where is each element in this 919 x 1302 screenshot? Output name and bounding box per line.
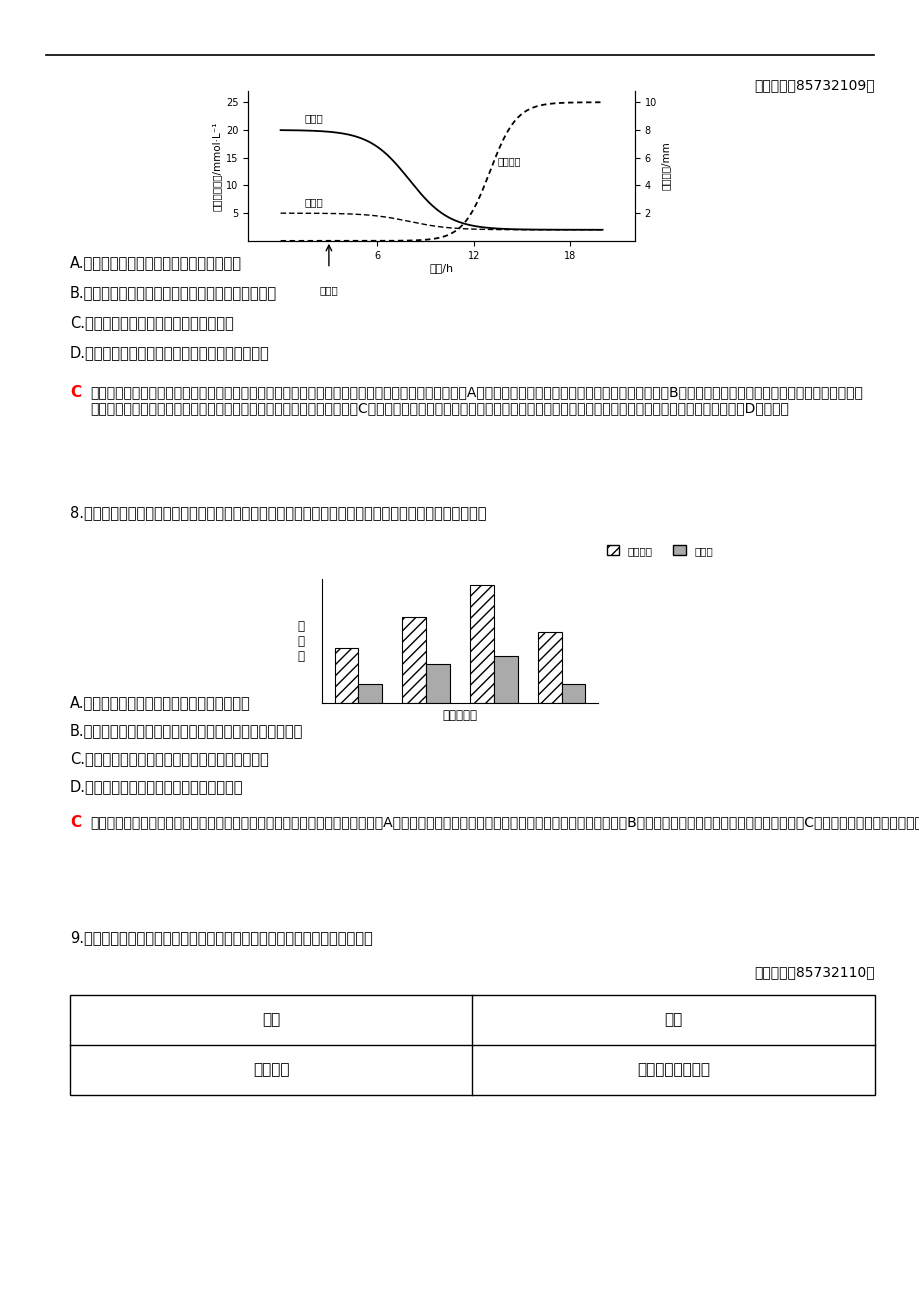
Text: C.　生长素和乙烯对叶片脸落的作用是相互拮抗的: C. 生长素和乙烯对叶片脸落的作用是相互拮抗的 bbox=[70, 751, 268, 766]
Y-axis label: 假芽长度/mm: 假芽长度/mm bbox=[660, 142, 670, 190]
Text: 【导学号：85732110】: 【导学号：85732110】 bbox=[754, 965, 874, 979]
Text: C.　图示过程能体现生长素作用的两重性: C. 图示过程能体现生长素作用的两重性 bbox=[70, 315, 233, 329]
Bar bbox=[470, 586, 494, 703]
Text: 完整植株: 完整植株 bbox=[253, 1062, 289, 1078]
Text: B.　两种激素在高浓度时对假芽的萩动均起促进作用: B. 两种激素在高浓度时对假芽的萩动均起促进作用 bbox=[70, 285, 277, 299]
Text: 结果: 结果 bbox=[664, 1013, 682, 1027]
Text: 假芽萩动: 假芽萩动 bbox=[497, 156, 521, 167]
Bar bbox=[538, 633, 562, 703]
Bar bbox=[357, 685, 381, 703]
Text: 【去掉棉花植株顶芽后，其假芽部位生长素浓度应降低，所以激素甲为生长素，激素乙为细胞分裂素，A错误；生长素在高浓度时对假芽的萩动起抑制作用，B错误；由于則芽生长素: 【去掉棉花植株顶芽后，其假芽部位生长素浓度应降低，所以激素甲为生长素，激素乙为细… bbox=[90, 385, 862, 415]
Text: 处理: 处理 bbox=[262, 1013, 280, 1027]
Bar bbox=[70, 995, 874, 1095]
Text: A.　该实验的自变量是不同浓度的生长素溶液: A. 该实验的自变量是不同浓度的生长素溶液 bbox=[70, 695, 251, 710]
Text: D.　图示过程说明生长素对假芽的萩动起抑制作用: D. 图示过程说明生长素对假芽的萩动起抑制作用 bbox=[70, 345, 269, 359]
Text: D.　喂施高浓度生长素类似物可降低脸落率: D. 喂施高浓度生长素类似物可降低脸落率 bbox=[70, 779, 244, 794]
Bar bbox=[402, 617, 425, 703]
Text: A.　激素甲为细胞分裂素，激素乙为生长素: A. 激素甲为细胞分裂素，激素乙为生长素 bbox=[70, 255, 242, 270]
Text: C: C bbox=[70, 385, 81, 400]
X-axis label: 时间/h: 时间/h bbox=[429, 263, 453, 273]
Y-axis label: 相
对
値: 相 对 値 bbox=[298, 620, 304, 663]
Text: 激素乙: 激素乙 bbox=[304, 197, 323, 207]
Text: 雌、雄株各占一半: 雌、雄株各占一半 bbox=[637, 1062, 709, 1078]
Bar bbox=[335, 648, 357, 703]
Text: B.　该实验不能证明生长素是通过乙烯来影响叶片脸落率的: B. 该实验不能证明生长素是通过乙烯来影响叶片脸落率的 bbox=[70, 723, 303, 738]
Text: 8.　不同浓度的生长素影响植物乙烯生成和成熟叶片脸落的实验结果如图所示，下列叙述错误的是（　　）: 8. 不同浓度的生长素影响植物乙烯生成和成熟叶片脸落的实验结果如图所示，下列叙述… bbox=[70, 505, 486, 519]
Text: 【本实验中，不同浓度的生长素溶液是自变量，乙烯生成量和脸落率是因变量，A正确；实验中不能证明生长素是通过乙烯来影响叶片脸落率的，B正确；生长素和乙烯对叶片脸落起: 【本实验中，不同浓度的生长素溶液是自变量，乙烯生成量和脸落率是因变量，A正确；实… bbox=[90, 815, 919, 829]
Legend: 乙烯浓度, 脸落率: 乙烯浓度, 脸落率 bbox=[602, 542, 716, 560]
Text: 激素甲: 激素甲 bbox=[304, 113, 323, 124]
Y-axis label: 側芽激素浓度/mmol·L⁻¹: 側芽激素浓度/mmol·L⁻¹ bbox=[211, 121, 221, 211]
Text: 【导学号：85732109】: 【导学号：85732109】 bbox=[754, 78, 874, 92]
Text: 去顶芽: 去顶芽 bbox=[319, 285, 338, 296]
Text: 9.　不同处理对某植物性别分化的影响如表所示，下列叙述正确的是（　　）: 9. 不同处理对某植物性别分化的影响如表所示，下列叙述正确的是（ ） bbox=[70, 930, 372, 945]
X-axis label: 生长素浓度: 生长素浓度 bbox=[442, 708, 477, 721]
Bar bbox=[494, 656, 517, 703]
Text: C: C bbox=[70, 815, 81, 829]
Bar bbox=[562, 685, 584, 703]
Bar bbox=[425, 664, 449, 703]
